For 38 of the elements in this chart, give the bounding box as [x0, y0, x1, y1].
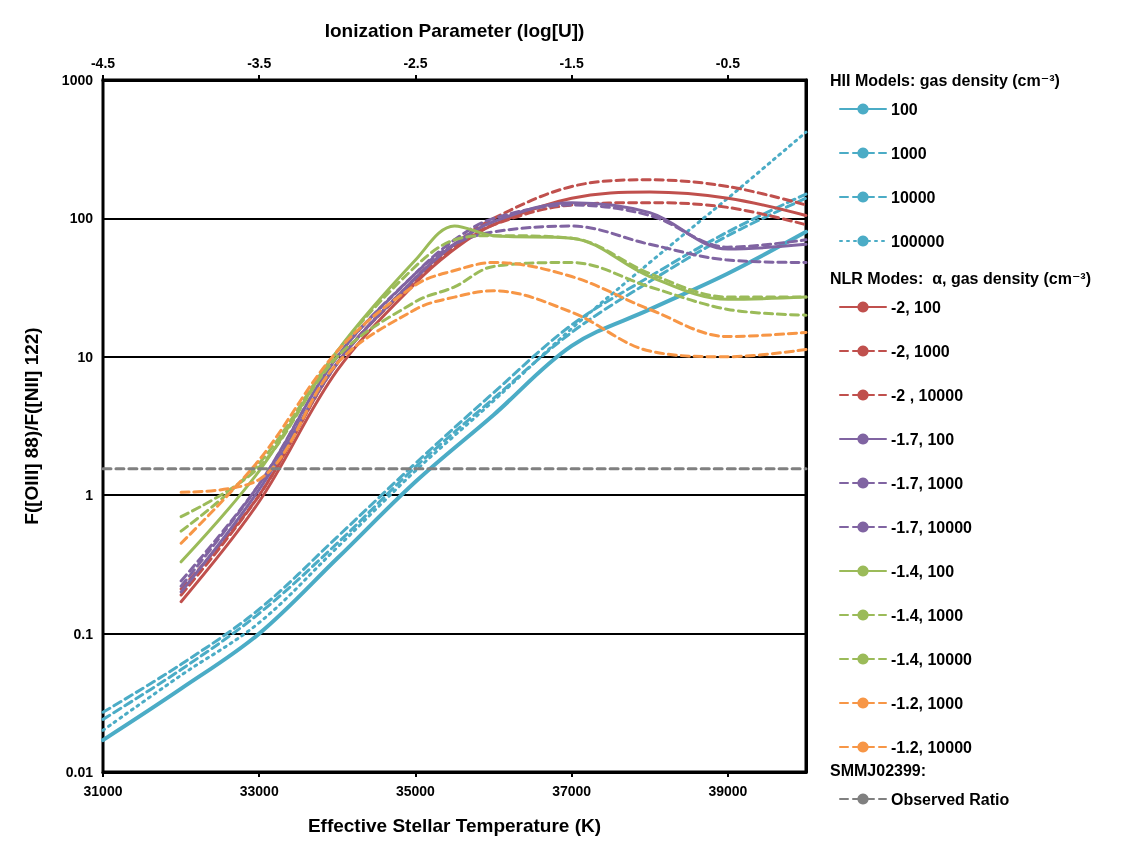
legend-label: -1.4, 1000 [891, 606, 964, 624]
y-tick-label: 1000 [61, 72, 94, 88]
text: SMMJ02399: [830, 761, 927, 779]
y-tick-label: 0.01 [65, 764, 94, 780]
x-tick-label: 31000 [83, 783, 123, 799]
legend-title: HII Models: gas density (cm⁻³) [830, 71, 1060, 89]
x2-tick-label: -3.5 [247, 55, 272, 71]
legend-label: Observed Ratio [891, 790, 1010, 808]
y-tick-label: 100 [69, 210, 94, 227]
legend-label: 100 [891, 100, 918, 118]
legend-label: -1.7, 100 [891, 430, 955, 448]
x-tick-label: 37000 [552, 783, 592, 799]
x2-tick-label: -2.5 [403, 55, 428, 71]
x2-tick-label: -0.5 [715, 55, 741, 71]
legend-label: -1.4, 100 [891, 562, 955, 580]
legend-label: -2, 1000 [891, 342, 950, 360]
legend-label: -1.7, 10000 [891, 518, 973, 536]
x2-tick-label: -4.5 [90, 55, 116, 71]
x-axis-title: Effective Stellar Temperature (K) [307, 815, 602, 836]
legend-label: 100000 [891, 232, 945, 250]
x-tick-label: 33000 [239, 783, 279, 799]
y-tick-label: 0.1 [73, 625, 94, 642]
legend-label: -2 , 10000 [891, 386, 964, 404]
y-tick-label: 10 [77, 348, 94, 365]
text: NLR Modes: α, gas density (cm⁻³) [830, 269, 1091, 287]
y-axis-title: F([OIII] 88)/F([NII] 122) [21, 327, 42, 525]
y-tick-label: 1 [85, 487, 94, 504]
legend-label: -2, 100 [891, 298, 941, 316]
legend-label: -1.2, 1000 [891, 694, 964, 712]
legend-label: -1.7, 1000 [891, 474, 964, 492]
legend-label: 10000 [891, 188, 936, 206]
x2-axis-title: Ionization Parameter (log[U]) [324, 20, 585, 41]
legend-label: -1.2, 10000 [891, 738, 973, 756]
legend-label: 1000 [891, 144, 927, 162]
x2-tick-label: -1.5 [559, 55, 584, 71]
x-tick-label: 39000 [708, 783, 748, 799]
x-tick-label: 35000 [395, 783, 436, 799]
legend-label: -1.4, 10000 [891, 650, 973, 668]
